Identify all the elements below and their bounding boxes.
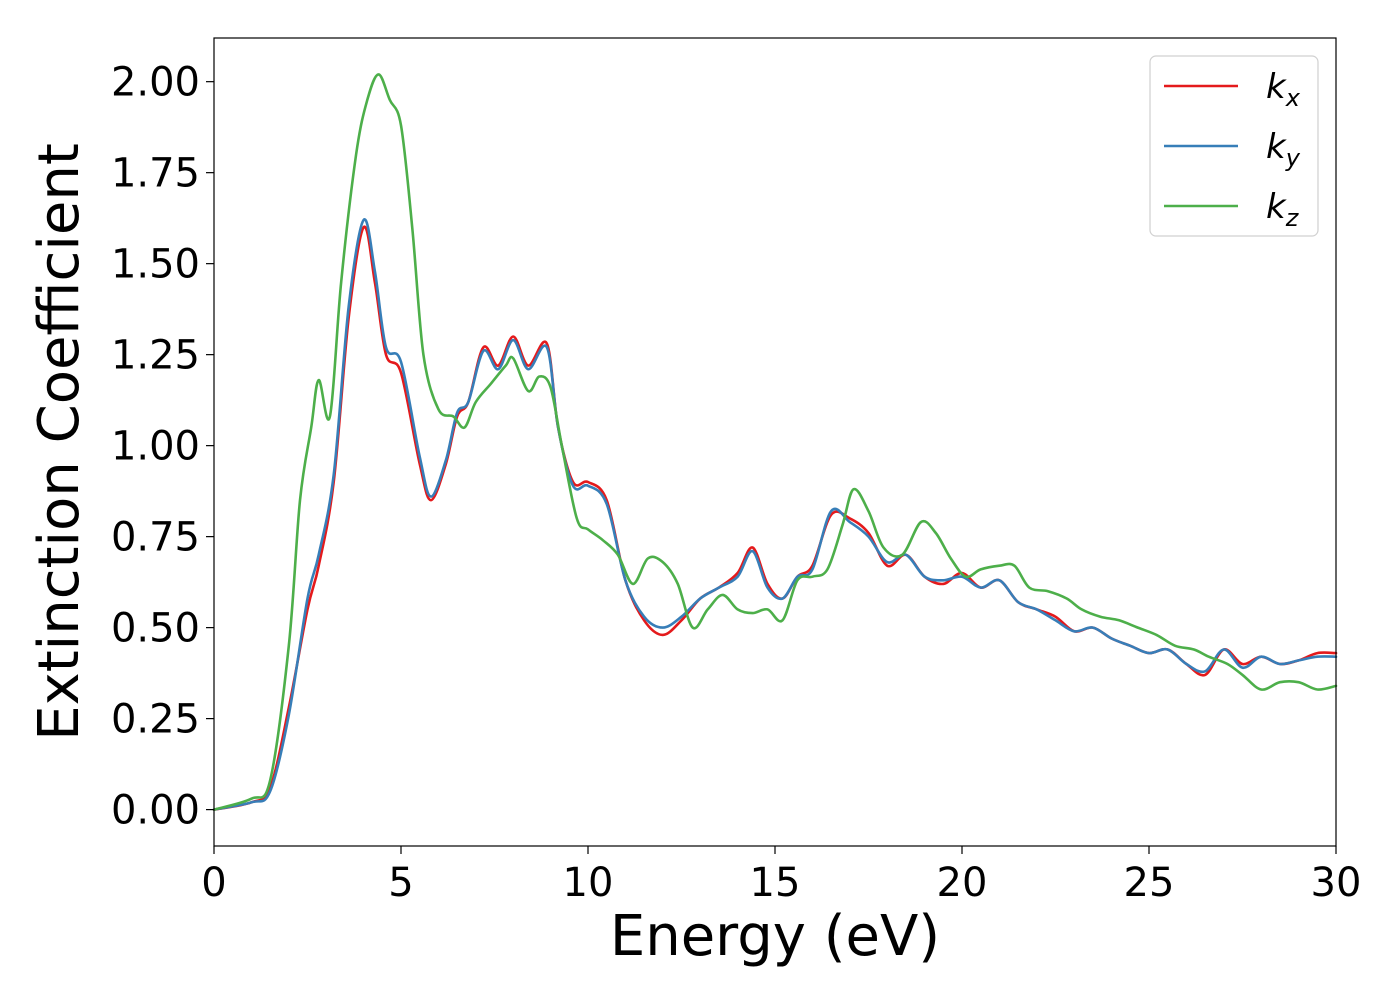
y-tick-label: 1.50 — [111, 242, 200, 288]
legend-label-y: ky — [1266, 127, 1301, 172]
y-axis-ticks: 0.00 0.25 0.50 0.75 1.00 1.25 1.50 1.75 2.00 — [111, 60, 214, 834]
y-tick-label: 0.00 — [111, 788, 200, 834]
series-line-y — [212, 218, 1338, 811]
y-axis-label: Extinction Coefficient — [27, 143, 92, 741]
y-tick-label: 1.00 — [111, 424, 200, 470]
x-axis-label: Energy (eV) — [610, 904, 940, 969]
y-tick-label: 1.25 — [111, 333, 200, 379]
legend-label-z: kz — [1266, 187, 1300, 232]
x-tick-label: 20 — [937, 860, 988, 906]
x-tick-label: 15 — [750, 860, 801, 906]
x-tick-label: 0 — [201, 860, 226, 906]
series-line-z — [212, 73, 1338, 811]
x-tick-label: 10 — [563, 860, 614, 906]
y-tick-label: 0.75 — [111, 515, 200, 561]
legend: kx ky kz — [1149, 55, 1319, 237]
x-axis-ticks: 0 5 10 15 20 25 30 — [201, 846, 1361, 906]
x-tick-label: 25 — [1124, 860, 1175, 906]
y-tick-label: 2.00 — [111, 60, 200, 106]
x-tick-label: 5 — [388, 860, 413, 906]
y-tick-label: 0.25 — [111, 697, 200, 743]
plot-background — [214, 38, 1336, 846]
x-tick-label: 30 — [1311, 860, 1362, 906]
series-layer — [212, 73, 1338, 811]
y-tick-label: 1.75 — [111, 151, 200, 197]
legend-label-x: kx — [1266, 67, 1301, 112]
y-tick-label: 0.50 — [111, 606, 200, 652]
